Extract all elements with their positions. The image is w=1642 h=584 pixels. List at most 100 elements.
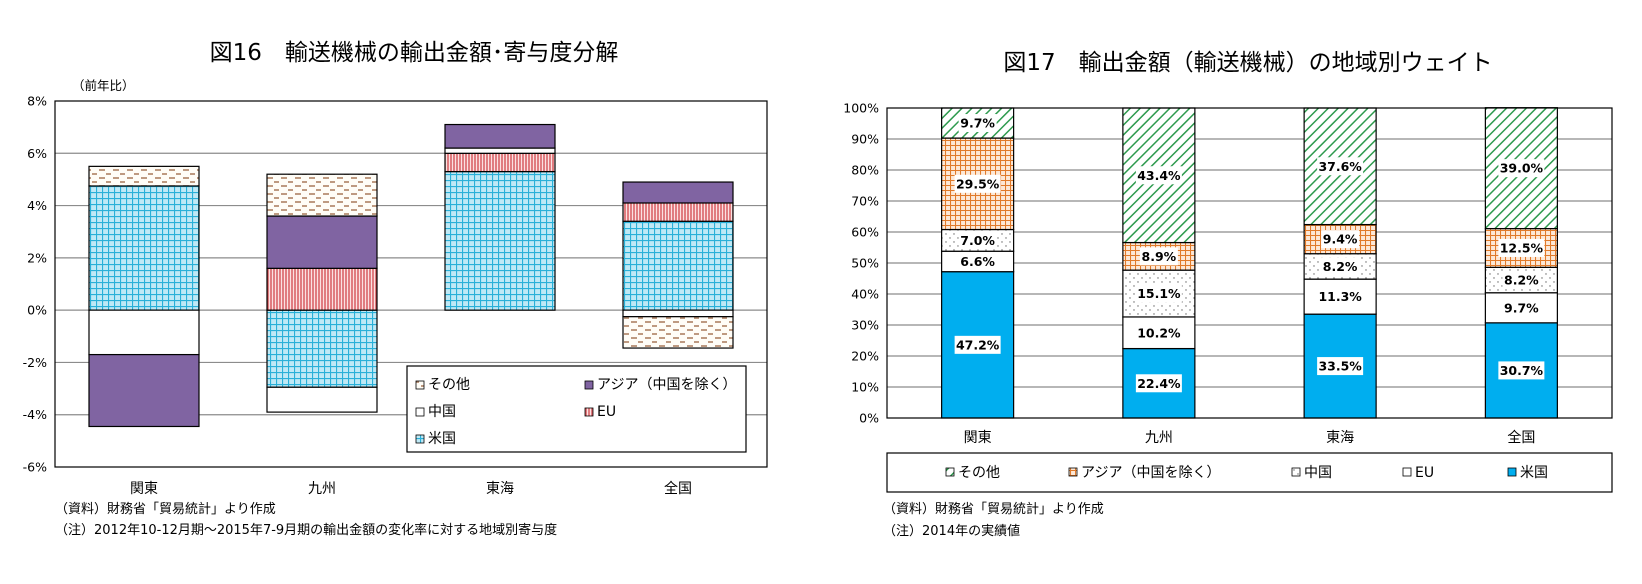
y-axis-label: （前年比） bbox=[72, 78, 135, 93]
y-tick-label: 100% bbox=[843, 101, 879, 116]
bar-segment-asia[interactable] bbox=[88, 353, 200, 428]
y-tick-label: 60% bbox=[851, 225, 879, 240]
data-label-bg bbox=[1321, 230, 1360, 249]
plot-frame bbox=[54, 100, 768, 468]
bar-segment-eu[interactable] bbox=[622, 202, 734, 222]
source-note: （資料）財務省「貿易統計」より作成 bbox=[55, 501, 276, 517]
legend-swatch-other bbox=[415, 380, 425, 390]
data-label-bg bbox=[1135, 284, 1182, 303]
bar-segment-us[interactable] bbox=[88, 185, 200, 311]
legend-label-eu: EU bbox=[1415, 465, 1434, 481]
data-label: 9.4% bbox=[1323, 232, 1358, 247]
legend-item-us[interactable]: 米国 bbox=[415, 431, 456, 447]
legend-label-china: 中国 bbox=[1304, 465, 1332, 481]
bar-segment-us[interactable] bbox=[444, 170, 556, 311]
bar-segment-us[interactable] bbox=[266, 309, 378, 388]
data-label-bg bbox=[1498, 361, 1545, 380]
y-tick-label: -6% bbox=[23, 460, 47, 475]
data-label: 43.4% bbox=[1137, 168, 1181, 183]
legend-swatch-china bbox=[1291, 467, 1301, 477]
legend-item-us[interactable]: 米国 bbox=[1507, 465, 1548, 481]
legend-item-china[interactable]: 中国 bbox=[415, 404, 456, 420]
legend-item-china[interactable]: 中国 bbox=[1291, 465, 1332, 481]
legend-item-eu[interactable]: EU bbox=[1402, 465, 1434, 481]
y-tick-labels: 8% 6% 4% 2% 0% -2% -4% -6% bbox=[23, 94, 47, 475]
data-label: 7.0% bbox=[960, 233, 995, 248]
figure-16: 図16 輸送機械の輸出金額･寄与度分解 （前年比） 8% 6% 4% 2% 0% -2% -… bbox=[23, 40, 768, 538]
y-tick-label: 6% bbox=[27, 146, 47, 161]
data-label: 37.6% bbox=[1318, 159, 1362, 174]
data-label: 11.3% bbox=[1318, 289, 1362, 304]
bar-segment-eu[interactable] bbox=[444, 152, 556, 173]
data-label: 8.2% bbox=[1504, 273, 1539, 288]
data-label: 29.5% bbox=[956, 176, 1000, 191]
data-label: 12.5% bbox=[1500, 240, 1544, 255]
legend-item-eu[interactable]: EU bbox=[584, 404, 616, 420]
y-tick-label: 80% bbox=[851, 163, 879, 178]
data-label-bg bbox=[1321, 257, 1360, 276]
category-labels: 関東 九州 東海 全国 bbox=[964, 429, 1536, 446]
y-tick-label: 20% bbox=[851, 349, 879, 364]
bar-segment-eu[interactable] bbox=[266, 267, 378, 311]
bar-segment-cn[interactable] bbox=[88, 309, 200, 356]
legend-item-other[interactable]: その他 bbox=[945, 465, 1000, 481]
data-label-bg bbox=[1135, 323, 1182, 342]
legend-label-asia: アジア（中国を除く） bbox=[1081, 465, 1220, 481]
legend-item-asia[interactable]: アジア（中国を除く） bbox=[1068, 465, 1220, 481]
legend-item-other[interactable]: その他 bbox=[415, 377, 470, 393]
legend-item-asia[interactable]: アジア（中国を除く） bbox=[584, 377, 736, 393]
category-label: 九州 bbox=[1145, 430, 1173, 446]
bar-segment-asia[interactable] bbox=[266, 215, 378, 269]
category-label: 九州 bbox=[308, 481, 336, 497]
bar-segment-cn[interactable] bbox=[266, 386, 378, 413]
data-label: 9.7% bbox=[1504, 300, 1539, 315]
data-label: 30.7% bbox=[1500, 363, 1544, 378]
y-tick-label: 10% bbox=[851, 380, 879, 395]
legend-swatch-us bbox=[1507, 467, 1517, 477]
category-labels: 関東 九州 東海 全国 bbox=[130, 480, 692, 497]
y-tick-label: -4% bbox=[23, 407, 47, 422]
legend-swatch-asia bbox=[1068, 467, 1078, 477]
bar-segment-cn[interactable] bbox=[622, 309, 734, 318]
data-label: 47.2% bbox=[956, 337, 1000, 352]
source-note: （資料）財務省「貿易統計」より作成 bbox=[883, 501, 1104, 517]
data-label-bg bbox=[1317, 357, 1364, 376]
legend-swatch-china bbox=[415, 407, 425, 417]
y-tick-label: 2% bbox=[27, 250, 47, 265]
data-label: 39.0% bbox=[1500, 161, 1544, 176]
y-tick-label: 0% bbox=[27, 303, 47, 318]
legend-swatch-other bbox=[945, 467, 955, 477]
data-label-bg bbox=[958, 231, 997, 250]
figure-17: 図17 輸出金額（輸送機械）の地域別ウェイト 100% 90% 80% 70% 60% 5… bbox=[843, 50, 1613, 539]
bar-segment-other[interactable] bbox=[266, 173, 378, 217]
data-label-bg bbox=[1498, 238, 1545, 257]
category-label: 東海 bbox=[486, 481, 514, 497]
data-label: 6.6% bbox=[960, 254, 995, 269]
y-tick-label: -2% bbox=[23, 355, 47, 370]
legend-swatch-eu bbox=[1402, 467, 1412, 477]
y-tick-labels: 100% 90% 80% 70% 60% 50% 40% 30% 20% 10% 0% bbox=[843, 101, 879, 426]
plot-frame bbox=[886, 107, 1613, 419]
data-label-bg bbox=[958, 114, 997, 133]
bar-segment-other[interactable] bbox=[88, 165, 200, 187]
legend-swatch-eu bbox=[584, 407, 594, 417]
y-tick-label: 70% bbox=[851, 194, 879, 209]
bar-segment-asia[interactable] bbox=[444, 123, 556, 149]
data-label-bg bbox=[1135, 374, 1182, 393]
legend-label-other: その他 bbox=[958, 465, 1000, 481]
bar-segment-us[interactable] bbox=[622, 220, 734, 311]
legend-label-china: 中国 bbox=[428, 404, 456, 420]
category-label: 全国 bbox=[664, 480, 692, 497]
bar-segment-other[interactable] bbox=[622, 316, 734, 349]
data-label-bg bbox=[954, 335, 1001, 354]
footnote: （注）2014年の実績値 bbox=[883, 523, 1020, 539]
footnote: （注）2012年10-12月期～2015年7-9月期の輸出金額の変化率に対する地… bbox=[55, 522, 557, 538]
legend-label-other: その他 bbox=[428, 377, 470, 393]
data-label-bg bbox=[1317, 287, 1364, 306]
y-tick-label: 8% bbox=[27, 94, 47, 109]
bar-segment-cn[interactable] bbox=[444, 147, 556, 154]
bar-segment-asia[interactable] bbox=[622, 181, 734, 204]
data-label-bg bbox=[954, 174, 1001, 193]
data-label: 22.4% bbox=[1137, 376, 1181, 391]
data-label-bg bbox=[1317, 157, 1364, 176]
